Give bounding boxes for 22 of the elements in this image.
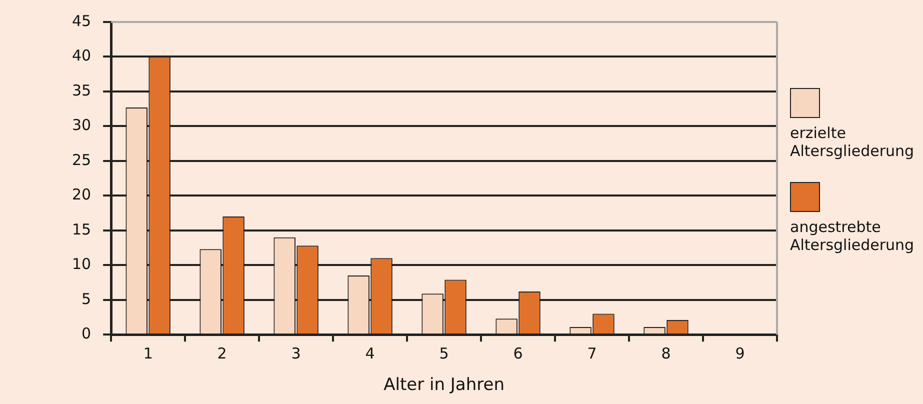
y-tick-label: 25: [72, 150, 92, 169]
legend-label: erzielte Altersgliederung: [790, 124, 916, 160]
x-tick-label: 7: [587, 344, 597, 362]
x-tick-label: 9: [735, 344, 745, 362]
y-tick-label: 45: [72, 12, 92, 30]
x-tick-label: 6: [513, 344, 523, 362]
y-tick-label: 10: [72, 255, 92, 274]
y-tick-label: 5: [82, 290, 92, 308]
x-tick-label: 5: [439, 344, 449, 362]
x-tick-label: 4: [365, 344, 375, 362]
x-axis-title: Alter in Jahren: [384, 375, 504, 396]
y-tick-label: 30: [72, 116, 92, 134]
y-tick-label: 0: [82, 324, 92, 342]
legend-label: angestrebte Altersgliederung: [790, 218, 916, 254]
x-tick-label: 1: [143, 344, 153, 362]
y-tick-label: 20: [72, 186, 92, 204]
x-tick-label: 3: [291, 344, 301, 362]
y-tick-label: 40: [72, 46, 92, 65]
y-tick-label: 35: [72, 81, 92, 100]
y-tick-label: 15: [72, 220, 92, 238]
x-tick-label: 2: [217, 344, 227, 362]
x-tick-label: 8: [661, 344, 671, 362]
